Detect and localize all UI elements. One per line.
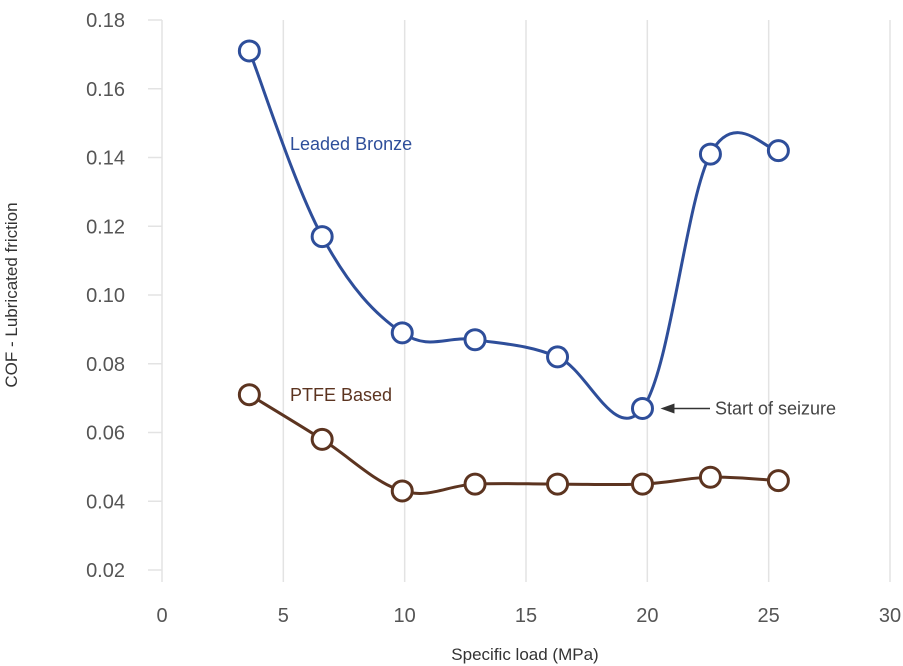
- series-ptfe-based: PTFE Based: [237, 383, 790, 503]
- y-axis-ticks: 0.02 0.04 0.06 0.08 0.10 0.12 0.14 0.16 0.18: [86, 10, 125, 582]
- data-point: [698, 142, 722, 166]
- y-tick-label: 0.12: [86, 216, 125, 238]
- x-axis-title: Specific load (MPa): [451, 645, 598, 664]
- y-tick-label: 0.10: [86, 285, 125, 307]
- x-tick-label: 20: [636, 605, 658, 627]
- x-tick-label: 5: [278, 605, 289, 627]
- data-point: [630, 396, 654, 420]
- annotation-arrowhead: [660, 403, 675, 414]
- y-tick-label: 0.08: [86, 354, 125, 376]
- y-tick-label: 0.04: [86, 491, 125, 513]
- data-point: [630, 472, 654, 496]
- data-point: [546, 472, 570, 496]
- data-point: [766, 469, 790, 493]
- data-point: [463, 328, 487, 352]
- x-tick-label: 25: [758, 605, 780, 627]
- x-tick-label: 0: [156, 605, 167, 627]
- data-point: [766, 139, 790, 163]
- data-point: [463, 472, 487, 496]
- annotation-start-of-seizure: Start of seizure: [660, 398, 836, 418]
- y-tick-label: 0.06: [86, 423, 125, 445]
- y-tick-label: 0.02: [86, 560, 125, 582]
- y-tick-label: 0.16: [86, 79, 125, 101]
- x-tick-label: 10: [394, 605, 416, 627]
- annotation-layer: Start of seizure: [660, 398, 836, 418]
- x-tick-label: 15: [515, 605, 537, 627]
- y-axis-title: COF - Lubricated friction: [2, 202, 21, 387]
- series-layer: Leaded Bronze PTFE Based: [237, 39, 790, 503]
- data-point: [237, 383, 261, 407]
- data-point: [390, 479, 414, 503]
- series-label: PTFE Based: [290, 385, 392, 405]
- data-point: [390, 321, 414, 345]
- data-point: [310, 427, 334, 451]
- chart-grid: [148, 19, 891, 582]
- data-point: [698, 465, 722, 489]
- annotation-label: Start of seizure: [715, 398, 836, 418]
- data-point: [237, 39, 261, 63]
- x-axis-ticks: 0 5 10 15 20 25 30: [156, 605, 901, 627]
- x-tick-label: 30: [879, 605, 901, 627]
- series-label: Leaded Bronze: [290, 134, 412, 154]
- y-tick-label: 0.14: [86, 148, 125, 170]
- data-point: [310, 225, 334, 249]
- series-leaded-bronze: Leaded Bronze: [237, 39, 790, 420]
- data-point: [546, 345, 570, 369]
- y-tick-label: 0.18: [86, 10, 125, 32]
